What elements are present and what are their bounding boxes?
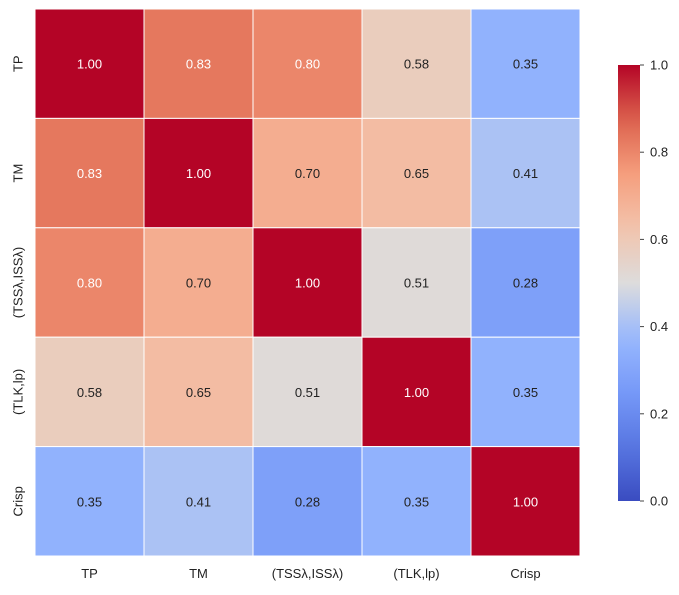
heatmap-cell-r4-c2 [252,446,363,557]
row-tick-label-4: Crisp [10,486,25,516]
column-tick-label-1: TM [189,566,208,581]
cell-value-label-r3-c4: 0.35 [513,385,538,400]
cell-value-label-r2-c2: 1.00 [295,276,320,291]
heatmap-cell-r0-c2 [252,8,363,119]
cell-value-label-r1-c1: 1.00 [186,166,211,181]
heatmap-cell-r0-c0 [34,8,145,119]
heatmap-cell-r1-c0 [34,117,145,229]
column-tick-label-2: (TSSλ,ISSλ) [272,566,344,581]
cell-value-label-r1-c3: 0.65 [404,166,429,181]
cell-value-label-r0-c3: 0.58 [404,57,429,72]
colorbar-tick-label-5: 1.0 [650,58,668,73]
heatmap-cells [34,8,581,557]
colorbar-tick-label-4: 0.8 [650,145,668,160]
colorbar-gradient [618,65,640,501]
row-axis: TP TM (TSSλ,ISSλ) (TLK,lp) Crisp [10,55,25,516]
heatmap-cell-r2-c1 [143,227,254,338]
cell-value-label-r2-c4: 0.28 [513,276,538,291]
heatmap-cell-r0-c3 [361,8,472,119]
heatmap-cell-r4-c4 [470,446,581,557]
colorbar-tick-label-0: 0.0 [650,494,668,509]
heatmap-cell-r3-c1 [143,336,254,448]
colorbar: 0.0 0.2 0.4 0.6 0.8 1.0 [618,58,668,509]
heatmap-cell-r1-c4 [470,117,581,229]
colorbar-tick-label-1: 0.2 [650,406,668,421]
heatmap-cell-r0-c4 [470,8,581,119]
cell-value-label-r0-c4: 0.35 [513,57,538,72]
cell-value-label-r1-c2: 0.70 [295,166,320,181]
heatmap-cell-r3-c2 [252,336,363,448]
column-tick-label-0: TP [81,566,98,581]
heatmap-cell-r2-c3 [361,227,472,338]
row-tick-label-0: TP [10,55,25,72]
heatmap-cell-r4-c0 [34,446,145,557]
cell-value-label-r4-c3: 0.35 [404,494,429,509]
heatmap-cell-r2-c4 [470,227,581,338]
row-tick-label-2: (TSSλ,ISSλ) [10,247,25,319]
row-tick-label-1: TM [10,164,25,183]
column-tick-label-4: Crisp [510,566,540,581]
column-axis: TP TM (TSSλ,ISSλ) (TLK,lp) Crisp [81,566,540,581]
cell-value-label-r1-c4: 0.41 [513,166,538,181]
cell-value-label-r4-c0: 0.35 [77,494,102,509]
heatmap-cell-r2-c2 [252,227,363,338]
heatmap-cell-labels: 1.00 0.83 0.80 0.58 0.35 0.83 1.00 0.70 0.65 0.41… [77,57,538,510]
cell-value-label-r3-c2: 0.51 [295,385,320,400]
heatmap-cell-r3-c4 [470,336,581,448]
cell-value-label-r3-c1: 0.65 [186,385,211,400]
cell-value-label-r2-c0: 0.80 [77,276,102,291]
cell-value-label-r4-c1: 0.41 [186,494,211,509]
colorbar-tick-label-3: 0.6 [650,232,668,247]
heatmap-cell-r3-c3 [361,336,472,448]
colorbar-tick-label-2: 0.4 [650,319,668,334]
row-tick-label-3: (TLK,lp) [10,369,25,415]
cell-value-label-r2-c1: 0.70 [186,276,211,291]
cell-value-label-r0-c0: 1.00 [77,57,102,72]
cell-value-label-r0-c2: 0.80 [295,57,320,72]
cell-value-label-r3-c3: 1.00 [404,385,429,400]
heatmap-cell-r4-c1 [143,446,254,557]
cell-value-label-r3-c0: 0.58 [77,385,102,400]
column-tick-label-3: (TLK,lp) [393,566,439,581]
heatmap-cell-r3-c0 [34,336,145,448]
cell-value-label-r1-c0: 0.83 [77,166,102,181]
cell-value-label-r2-c3: 0.51 [404,276,429,291]
heatmap-cell-r1-c2 [252,117,363,229]
heatmap-cell-r0-c1 [143,8,254,119]
cell-value-label-r4-c4: 1.00 [513,494,538,509]
cell-value-label-r0-c1: 0.83 [186,57,211,72]
cell-value-label-r4-c2: 0.28 [295,494,320,509]
